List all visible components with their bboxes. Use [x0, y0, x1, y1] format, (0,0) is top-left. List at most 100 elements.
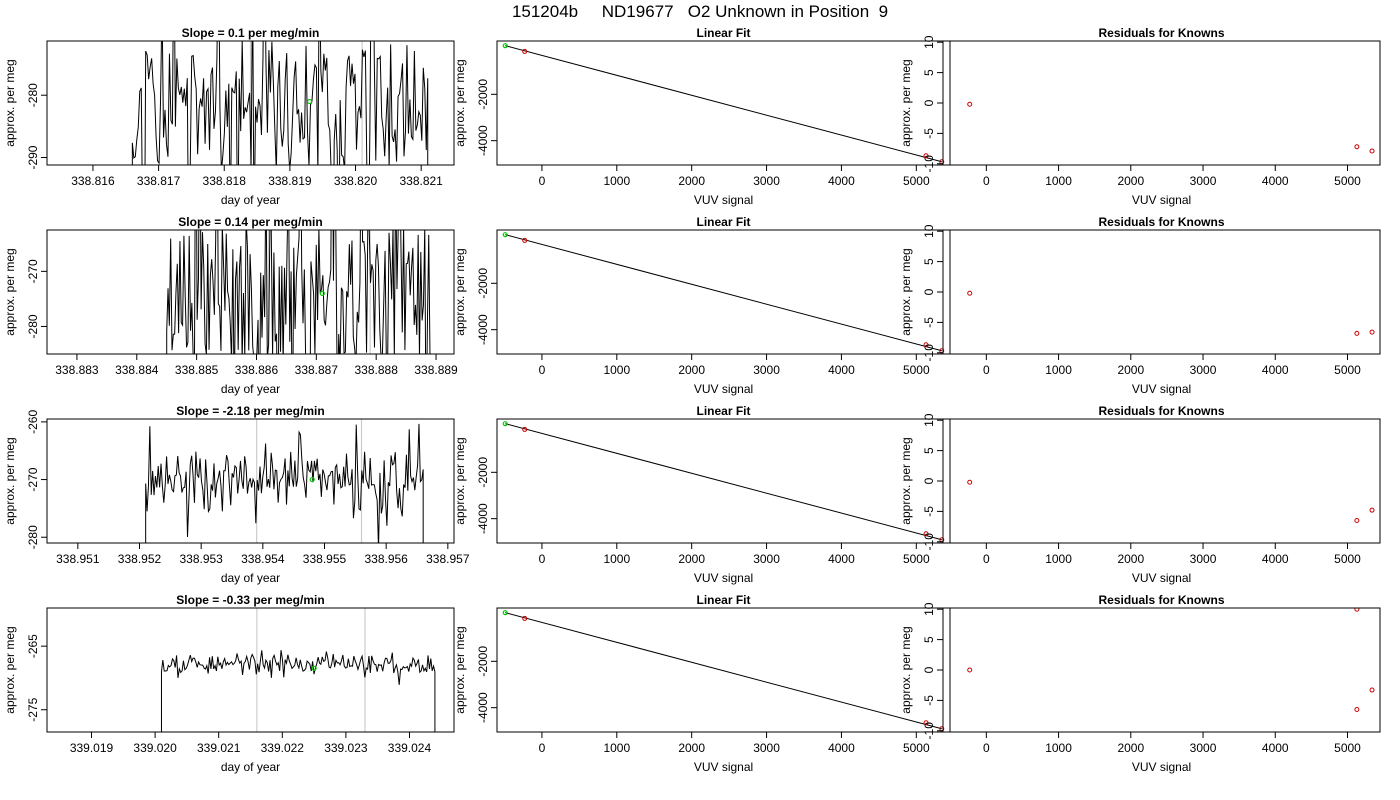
- x-tick-label: 0: [983, 174, 990, 188]
- residual-point: [1369, 329, 1375, 335]
- x-tick-label: 338.957: [426, 552, 470, 566]
- plot-area: [502, 232, 945, 354]
- x-tick-label: 339.023: [324, 741, 368, 755]
- residual-point: [967, 290, 973, 296]
- panel-title: Linear Fit: [696, 593, 750, 607]
- y-tick-label: -2000: [476, 268, 490, 299]
- series-line: [145, 423, 424, 543]
- plot-area: [145, 419, 424, 543]
- unknown-point: [502, 610, 508, 616]
- panel-frame: [46, 607, 455, 733]
- x-tick-label: 5000: [903, 174, 930, 188]
- x-tick-label: 339.021: [197, 741, 241, 755]
- panel-title: Slope = 0.14 per meg/min: [178, 215, 322, 229]
- x-tick-label: 4000: [1262, 741, 1289, 755]
- y-axis-label: approx. per meg: [3, 437, 17, 524]
- y-tick-label: 0: [922, 288, 936, 295]
- x-tick-label: 5000: [1334, 363, 1361, 377]
- x-tick-label: 5000: [903, 363, 930, 377]
- x-axis-label: day of year: [221, 193, 280, 207]
- x-tick-label: 0: [539, 741, 546, 755]
- x-axis-label: VUV signal: [694, 571, 753, 585]
- y-tick-label: -290: [26, 145, 40, 169]
- panel-4-1: Slope = -0.33 per meg/min 339.019 339.020 3…: [3, 593, 455, 774]
- x-tick-label: 338.820: [334, 174, 378, 188]
- x-tick-label: 338.951: [56, 552, 100, 566]
- x-tick-label: 2000: [1117, 174, 1144, 188]
- panel-frame: [46, 229, 455, 355]
- y-axis-label: approx. per meg: [3, 248, 17, 335]
- panel-2-2: Linear Fit 0 1000 2000 3000 4000 5000 -2000 -400…: [453, 215, 951, 396]
- x-axis-label: day of year: [221, 571, 280, 585]
- x-tick-label: 338.818: [203, 174, 247, 188]
- x-tick-label: 3000: [1190, 363, 1217, 377]
- residual-point: [1369, 507, 1375, 513]
- panel-2-1: Slope = 0.14 per meg/min 338.883 338.884 33…: [3, 215, 458, 396]
- x-tick-label: 3000: [1190, 174, 1217, 188]
- fit-line: [505, 234, 942, 352]
- y-tick-label: 10: [922, 224, 936, 238]
- panel-1-1: Slope = 0.1 per meg/min 338.816 338.817 338…: [3, 26, 455, 207]
- x-tick-label: 0: [983, 363, 990, 377]
- known-point: [923, 342, 929, 348]
- x-tick-label: 2000: [1117, 552, 1144, 566]
- x-tick-label: 0: [539, 174, 546, 188]
- y-tick-label: 10: [922, 413, 936, 427]
- plot-area: [166, 230, 431, 354]
- y-axis-label: approx. per meg: [453, 437, 467, 524]
- y-axis-label: approx. per meg: [453, 59, 467, 146]
- x-axis-label: day of year: [221, 760, 280, 774]
- y-axis-label: approx. per meg: [899, 59, 913, 146]
- unknown-point: [311, 665, 317, 672]
- y-axis-label: approx. per meg: [3, 626, 17, 713]
- fit-line: [505, 612, 942, 730]
- panel-title: Linear Fit: [696, 26, 750, 40]
- y-tick-label: 5: [922, 447, 936, 454]
- panel-1-3: Residuals for Knowns 0 1000 2000 3000 4000 500…: [899, 26, 1381, 207]
- residual-point: [1354, 144, 1360, 150]
- y-tick-label: -5: [922, 317, 936, 328]
- panel-title: Slope = 0.1 per meg/min: [182, 26, 320, 40]
- x-tick-label: 0: [539, 363, 546, 377]
- y-tick-label: -5: [922, 506, 936, 517]
- x-tick-label: 338.953: [179, 552, 223, 566]
- known-point: [522, 48, 528, 54]
- x-tick-label: 339.020: [133, 741, 177, 755]
- known-point: [522, 426, 528, 432]
- y-tick-label: 10: [922, 35, 936, 49]
- residual-point: [1354, 330, 1360, 336]
- panel-title: Slope = -0.33 per meg/min: [176, 593, 324, 607]
- x-tick-label: 338.816: [71, 174, 115, 188]
- x-axis-label: VUV signal: [694, 193, 753, 207]
- x-tick-label: 338.954: [241, 552, 285, 566]
- series-line: [166, 230, 431, 354]
- x-tick-label: 1000: [603, 363, 630, 377]
- panel-title: Linear Fit: [696, 404, 750, 418]
- x-tick-label: 3000: [753, 363, 780, 377]
- x-tick-label: 2000: [678, 552, 705, 566]
- panel-3-2: Linear Fit 0 1000 2000 3000 4000 5000 -2000 -400…: [453, 404, 951, 585]
- plot-area: [502, 610, 945, 732]
- y-tick-label: -4000: [476, 125, 490, 156]
- y-tick-label: -10: [922, 722, 936, 740]
- plot-area: [502, 43, 945, 165]
- x-tick-label: 1000: [1045, 174, 1072, 188]
- panel-1-2: Linear Fit 0 1000 2000 3000 4000 5000 -2000 -400…: [453, 26, 951, 207]
- x-tick-label: 338.819: [268, 174, 312, 188]
- x-tick-label: 2000: [1117, 741, 1144, 755]
- x-tick-label: 5000: [1334, 552, 1361, 566]
- x-tick-label: 4000: [828, 552, 855, 566]
- x-tick-label: 338.952: [118, 552, 162, 566]
- y-tick-label: -4000: [476, 692, 490, 723]
- panel-title: Residuals for Knowns: [1098, 215, 1224, 229]
- unknown-point: [502, 421, 508, 427]
- y-tick-label: -2000: [476, 457, 490, 488]
- x-tick-label: 4000: [1262, 174, 1289, 188]
- known-point: [923, 720, 929, 726]
- x-tick-label: 1000: [603, 174, 630, 188]
- y-tick-label: 0: [922, 477, 936, 484]
- y-tick-label: -10: [922, 533, 936, 551]
- panel-2-3: Residuals for Knowns 0 1000 2000 3000 4000 500…: [899, 215, 1381, 396]
- x-tick-label: 5000: [1334, 174, 1361, 188]
